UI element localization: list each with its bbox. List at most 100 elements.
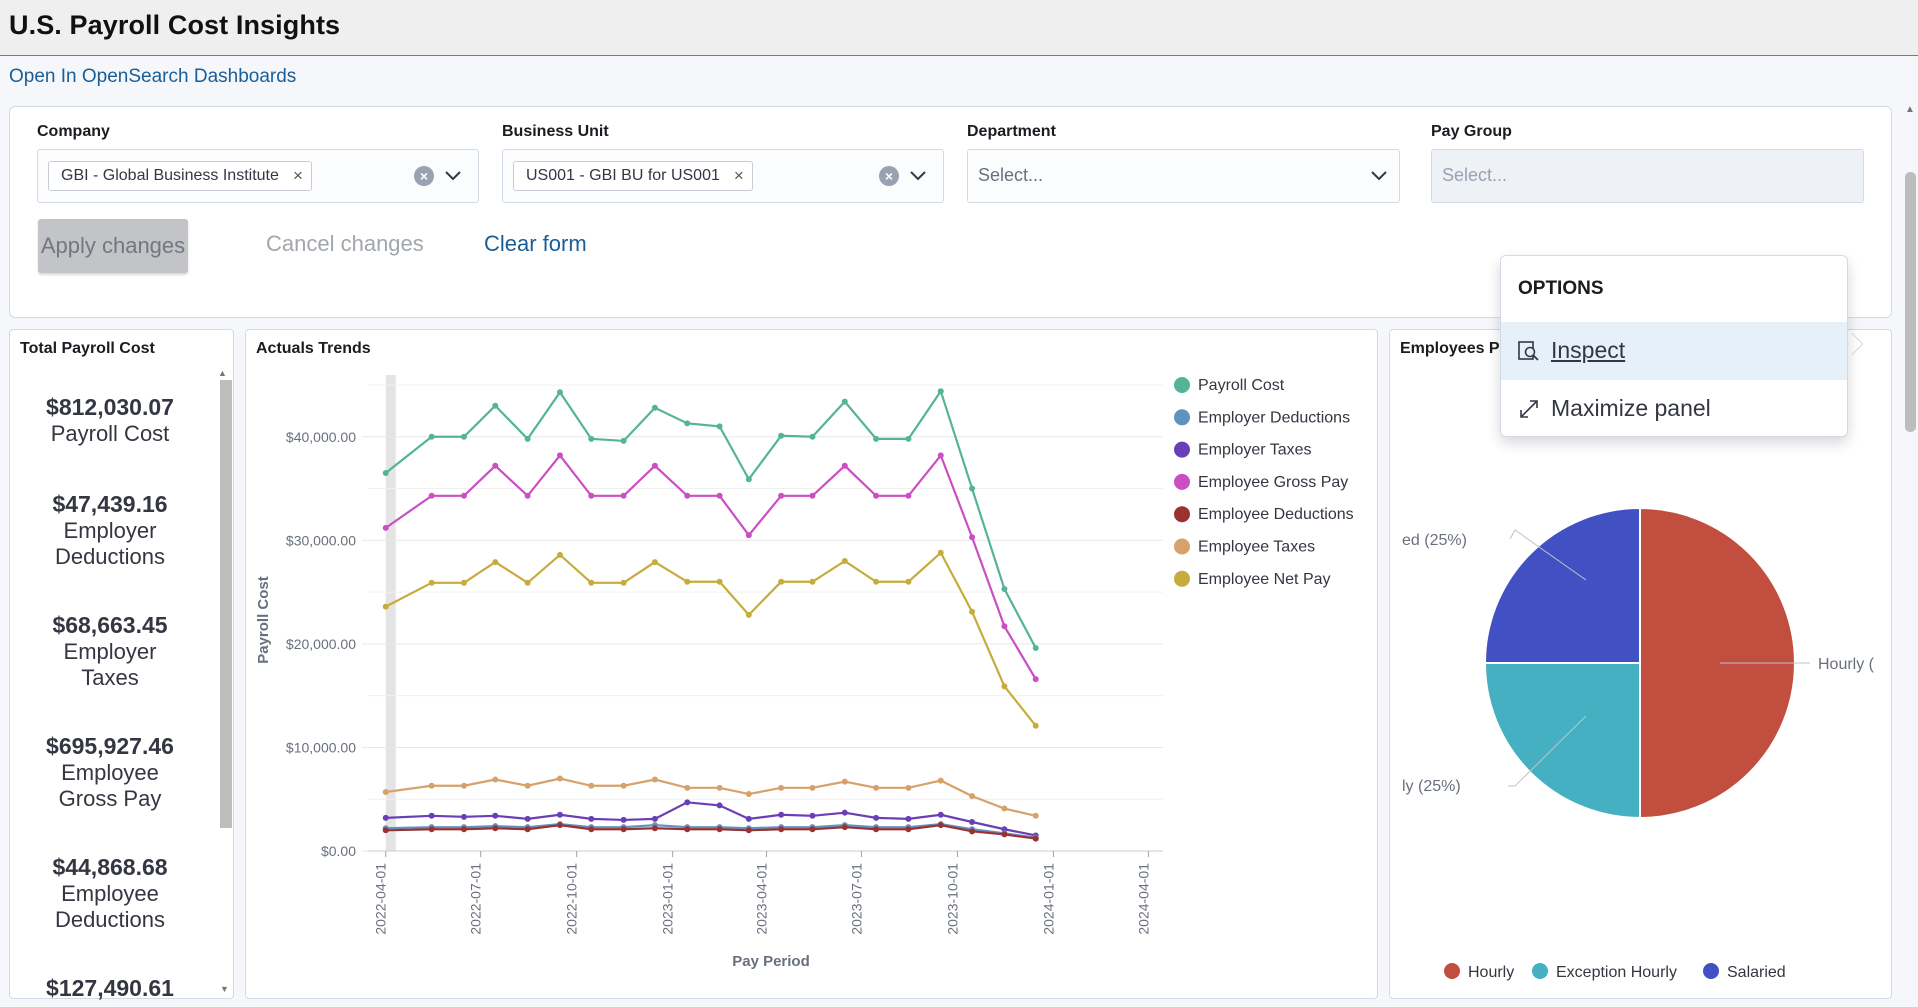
chevron-down-icon[interactable] xyxy=(1368,164,1390,186)
apply-changes-button[interactable]: Apply changes xyxy=(38,219,188,273)
actuals-trends-title: Actuals Trends xyxy=(256,340,371,357)
metric-value: $695,927.46 xyxy=(46,733,174,759)
legend-dot xyxy=(1174,538,1190,555)
scroll-up-icon[interactable]: ▲ xyxy=(1905,104,1915,115)
data-point xyxy=(873,492,880,499)
data-point xyxy=(841,824,848,831)
legend-dot xyxy=(1174,409,1190,426)
series-line-payroll-cost xyxy=(385,388,1037,649)
data-point xyxy=(716,802,723,809)
panel-scrollbar-thumb[interactable] xyxy=(220,380,232,828)
page-scrollbar-thumb[interactable] xyxy=(1905,172,1916,432)
company-label: Company xyxy=(37,123,110,140)
data-point xyxy=(524,826,531,833)
data-point xyxy=(745,611,752,618)
data-point xyxy=(937,822,944,829)
data-point xyxy=(428,826,435,833)
data-point xyxy=(745,476,752,483)
metric-payroll-cost: $812,030.07 Payroll Cost xyxy=(10,394,210,447)
total-payroll-cost-title: Total Payroll Cost xyxy=(20,340,155,357)
cancel-changes-button[interactable]: Cancel changes xyxy=(266,231,424,256)
legend-dot xyxy=(1174,377,1190,393)
data-point xyxy=(460,826,467,833)
data-point xyxy=(905,826,912,833)
legend-label: Hourly xyxy=(1468,964,1514,981)
data-point xyxy=(1001,623,1008,630)
inspect-menu-item[interactable]: Inspect xyxy=(1501,322,1847,380)
data-point xyxy=(620,826,627,833)
data-point xyxy=(841,462,848,469)
data-point xyxy=(809,784,816,791)
metric-value: $812,030.07 xyxy=(46,394,174,420)
data-point xyxy=(937,452,944,459)
data-point xyxy=(556,811,563,818)
department-combobox[interactable]: Select... xyxy=(967,149,1400,203)
slice-label-salaried: ed (25%) xyxy=(1402,532,1467,549)
chevron-down-icon[interactable] xyxy=(907,164,929,186)
clear-company-icon[interactable]: × xyxy=(414,166,434,186)
y-tick-label: $0.00 xyxy=(321,843,356,859)
data-point xyxy=(556,389,563,396)
remove-company-icon[interactable]: × xyxy=(292,166,303,185)
scroll-down-icon[interactable]: ▼ xyxy=(220,984,229,994)
data-point xyxy=(969,485,976,492)
y-tick-label: $40,000.00 xyxy=(286,429,356,445)
data-point xyxy=(716,492,723,499)
data-point xyxy=(841,558,848,565)
metric-employee-gross-pay: $695,927.46 Employee Gross Pay xyxy=(10,733,210,812)
clear-form-button[interactable]: Clear form xyxy=(484,231,587,256)
data-point xyxy=(524,579,531,586)
page-scrollbar[interactable]: ▲ xyxy=(1900,100,1918,1007)
leader-line-salaried xyxy=(1509,529,1587,581)
scroll-up-icon[interactable]: ▲ xyxy=(218,368,227,378)
x-tick-label: 2022-07-01 xyxy=(468,863,484,935)
clear-business-unit-icon[interactable]: × xyxy=(879,166,899,186)
data-point xyxy=(905,784,912,791)
data-point xyxy=(556,822,563,829)
metric-partial: $127,490.61 xyxy=(10,975,210,1002)
pie-slice-exception-hourly xyxy=(1483,662,1641,820)
data-point xyxy=(588,492,595,499)
data-point xyxy=(428,812,435,819)
data-point xyxy=(651,462,658,469)
data-point xyxy=(778,826,785,833)
data-point xyxy=(460,782,467,789)
data-point xyxy=(969,608,976,615)
data-point xyxy=(841,398,848,405)
data-point xyxy=(382,788,389,795)
remove-business-unit-icon[interactable]: × xyxy=(733,166,744,185)
data-point xyxy=(937,388,944,395)
data-point xyxy=(937,549,944,556)
data-point xyxy=(716,784,723,791)
data-point xyxy=(651,776,658,783)
data-point xyxy=(382,470,389,477)
metric-label: Payroll Cost xyxy=(50,421,170,446)
legend-dot xyxy=(1703,963,1719,979)
filter-controls-panel: Company GBI - Global Business Institute … xyxy=(9,106,1892,318)
data-point xyxy=(969,819,976,826)
data-point xyxy=(684,578,691,585)
business-unit-combobox[interactable]: US001 - GBI BU for US001 × × xyxy=(502,149,944,203)
data-point xyxy=(809,812,816,819)
open-in-dashboards-link[interactable]: Open In OpenSearch Dashboards xyxy=(9,66,297,87)
data-point xyxy=(651,815,658,822)
leader-line-exception-hourly xyxy=(1508,715,1587,787)
data-point xyxy=(460,579,467,586)
legend-dot xyxy=(1174,473,1190,490)
chevron-down-icon[interactable] xyxy=(442,164,464,186)
legend-label: Exception Hourly xyxy=(1556,964,1677,981)
employees-panel-title: Employees P xyxy=(1400,340,1500,357)
data-point xyxy=(620,579,627,586)
data-point xyxy=(651,559,658,566)
company-combobox[interactable]: GBI - Global Business Institute × × xyxy=(37,149,479,203)
data-point xyxy=(873,784,880,791)
data-point xyxy=(460,433,467,440)
pay-group-label: Pay Group xyxy=(1431,123,1512,140)
business-unit-selected-pill: US001 - GBI BU for US001 × xyxy=(513,161,753,191)
data-point xyxy=(1032,835,1039,842)
data-point xyxy=(745,815,752,822)
legend-dot xyxy=(1532,963,1548,979)
pay-group-combobox[interactable]: Select... xyxy=(1431,149,1864,203)
maximize-panel-menu-item[interactable]: Maximize panel xyxy=(1501,380,1847,438)
actuals-trends-chart: $0.00 $10,000.00 $20,000.00 $30,000.00 $40,0… xyxy=(255,375,1354,970)
